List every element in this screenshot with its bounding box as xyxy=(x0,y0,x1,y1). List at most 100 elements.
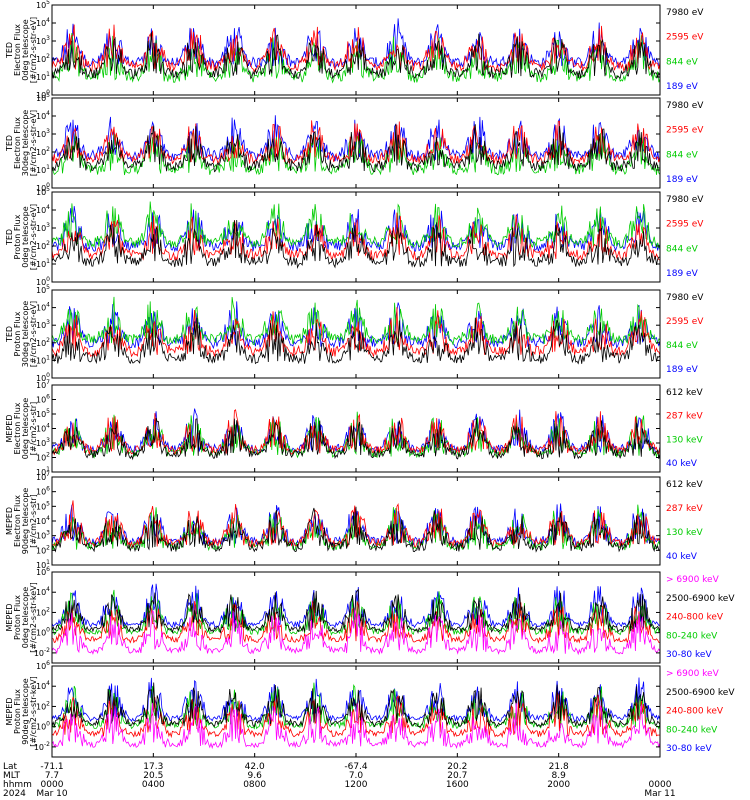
y-tick-label: 104 xyxy=(36,204,50,215)
x-tick-label: Mar 11 xyxy=(644,789,675,799)
legend-entry: 2595 eV xyxy=(666,317,704,327)
series-line-7980-ev xyxy=(52,317,660,365)
y-axis-label: MEPEDProton Flux90deg telescope[#/cm2-s-… xyxy=(5,676,38,747)
y-tick-label: 107 xyxy=(36,471,50,482)
x-tick-label: 0000 xyxy=(41,780,64,790)
x-tick-label: -67.4 xyxy=(344,762,368,772)
series-line-7980-ev xyxy=(52,219,660,270)
chart-panel-4: 100 101 102 103 104 105 TEDProton Flux30deg te… xyxy=(5,284,704,383)
series-line-612-kev xyxy=(52,506,660,553)
series-line-287-kev xyxy=(52,500,660,549)
panel-traces xyxy=(52,201,660,270)
y-axis-label: MEPEDProton Flux0deg telescope[#/cm2-s-s… xyxy=(5,582,38,653)
series-line--6900-kev xyxy=(52,609,660,656)
legend-entry: 2595 eV xyxy=(666,126,704,136)
y-tick-label: 102 xyxy=(36,700,50,711)
legend-entry: 7980 eV xyxy=(666,8,704,18)
y-tick-label: 104 xyxy=(36,17,50,28)
y-tick-label: 104 xyxy=(36,515,50,526)
y-tick-label: 106 xyxy=(36,394,50,405)
legend-entry: 189 eV xyxy=(666,365,699,375)
legend-entry: 189 eV xyxy=(666,82,699,92)
panel-traces xyxy=(52,296,660,365)
series-line-2595-ev xyxy=(52,24,660,73)
series-line-287-kev xyxy=(52,409,660,456)
legend-entry: 2595 eV xyxy=(666,220,704,230)
legend-entry: 240-800 keV xyxy=(666,707,724,717)
y-tick-label: 103 xyxy=(36,222,50,233)
series-line-130-kev xyxy=(52,411,660,459)
y-tick-label: 104 xyxy=(36,680,50,691)
legend-entry: 844 eV xyxy=(666,150,699,160)
legend-entry: 80-240 keV xyxy=(666,725,718,735)
x-tick-label: 20.2 xyxy=(447,762,467,772)
y-tick-label: 105 xyxy=(36,408,50,419)
y-tick-label: 104 xyxy=(36,302,50,313)
y-tick-label: 100 xyxy=(36,627,50,638)
y-tick-label: 103 xyxy=(36,319,50,330)
panel-frame xyxy=(51,4,661,96)
y-tick-label: 105 xyxy=(36,500,50,511)
x-tick-label: 20.5 xyxy=(143,771,163,781)
legend-entry: 189 eV xyxy=(666,175,699,185)
series-line-240-800-kev xyxy=(52,600,660,644)
panel-traces xyxy=(52,115,660,176)
legend-entry: 30-80 keV xyxy=(666,650,712,660)
x-tick-label: 1600 xyxy=(446,780,469,790)
series-line-844-ev xyxy=(52,296,660,346)
x-axis-row-label: hhmm xyxy=(3,780,32,790)
y-axis-label: TEDProton Flux0deg telescope[#/cm2-s-str… xyxy=(5,204,38,270)
legend-entry: 7980 eV xyxy=(666,101,704,111)
y-tick-label: 106 xyxy=(36,566,50,577)
y-axis-label: MEPEDElectron Flux90deg telescope[#/cm2-… xyxy=(5,488,38,555)
x-tick-label: 2000 xyxy=(547,780,570,790)
chart-panel-8: 10-2 100 102 104 106 MEPEDProton Flux90deg te… xyxy=(5,660,735,758)
x-tick-label: -71.1 xyxy=(40,762,63,772)
series-line-612-kev xyxy=(52,417,660,461)
legend-entry: 287 keV xyxy=(666,412,703,422)
x-axis-row-label: 2024 xyxy=(3,789,26,799)
y-tick-label: 10-2 xyxy=(34,647,50,658)
y-tick-label: 103 xyxy=(36,437,50,448)
y-tick-label: 100 xyxy=(36,89,50,100)
legend-entry: 7980 eV xyxy=(666,195,704,205)
y-tick-label: 102 xyxy=(36,606,50,617)
chart-panel-2: 100 101 102 103 104 105 TEDElectron Flux30deg … xyxy=(5,92,704,193)
x-tick-label: 7.0 xyxy=(349,771,364,781)
series-line-2595-ev xyxy=(52,307,660,358)
y-tick-label: 100 xyxy=(36,372,50,383)
y-axis-label: TEDElectron Flux0deg telescope[#/cm2-s-s… xyxy=(5,17,38,83)
legend-entry: 40 keV xyxy=(666,459,698,469)
x-tick-label: 20.7 xyxy=(447,771,467,781)
y-tick-label: 102 xyxy=(36,53,50,64)
panel-traces xyxy=(52,583,660,656)
y-tick-label: 100 xyxy=(36,276,50,287)
legend-entry: 189 eV xyxy=(666,269,699,279)
chart-panel-3: 100 101 102 103 104 105 TEDProton Flux0deg tel… xyxy=(5,186,704,287)
legend-entry: 287 keV xyxy=(666,504,703,514)
legend-entry: 240-800 keV xyxy=(666,613,724,623)
legend-entry: 844 eV xyxy=(666,57,699,67)
legend-entry: 80-240 keV xyxy=(666,631,718,641)
y-axis-label: TEDProton Flux30deg telescope[#/cm2-s-st… xyxy=(5,301,38,368)
series-line-2500-6900-kev xyxy=(52,682,660,728)
y-tick-label: 104 xyxy=(36,586,50,597)
y-tick-label: 103 xyxy=(36,35,50,46)
y-tick-label: 100 xyxy=(36,721,50,732)
x-tick-label: 17.3 xyxy=(143,762,163,772)
legend-entry: 844 eV xyxy=(666,341,699,351)
panel-traces xyxy=(52,18,660,84)
y-tick-label: 101 xyxy=(36,164,50,175)
y-tick-label: 105 xyxy=(36,92,50,103)
legend-entry: 2595 eV xyxy=(666,33,704,43)
series-line--6900-kev xyxy=(52,702,660,750)
x-tick-label: 0800 xyxy=(243,780,266,790)
y-tick-label: 102 xyxy=(36,544,50,555)
chart-panel-1: 100 101 102 103 104 105 TEDElectron Flux0deg t… xyxy=(5,0,704,100)
series-line-2595-ev xyxy=(52,120,660,166)
y-tick-label: 106 xyxy=(36,486,50,497)
x-tick-label: 0000 xyxy=(649,780,672,790)
y-tick-label: 105 xyxy=(36,186,50,197)
legend-entry: 2500-6900 keV xyxy=(666,688,735,698)
